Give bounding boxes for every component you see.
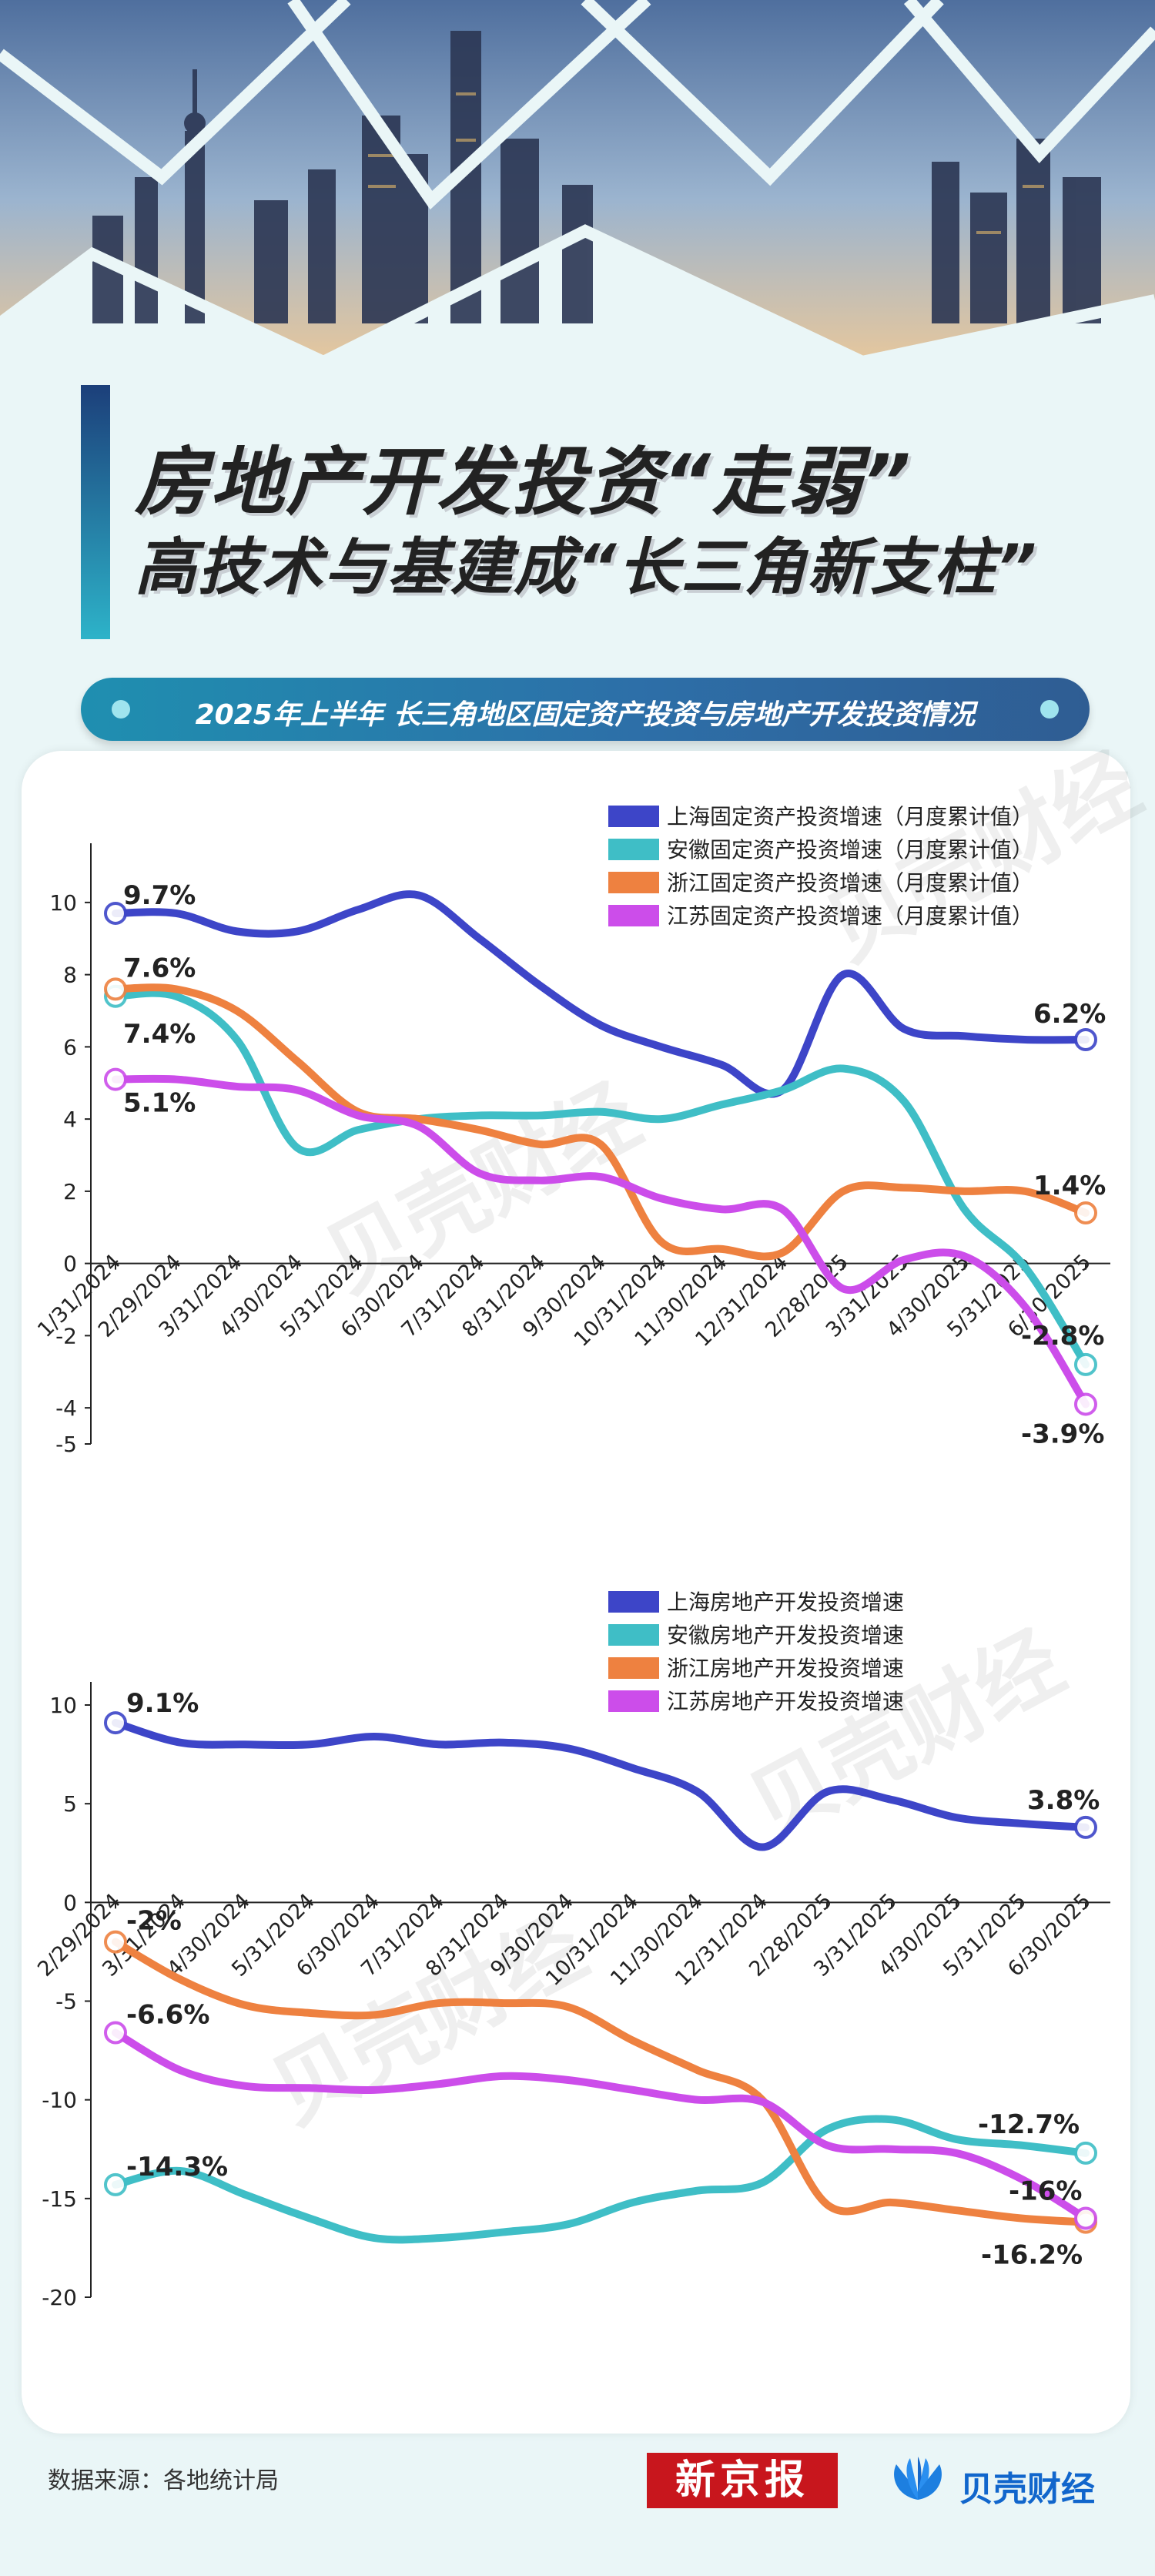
beike-caijing-logo: 贝壳财经 xyxy=(887,2454,1118,2509)
series-line xyxy=(112,983,1090,1261)
data-label: -14.3% xyxy=(126,2152,228,2182)
data-label: 7.6% xyxy=(123,953,196,983)
data-label: 9.7% xyxy=(123,880,196,911)
series-line xyxy=(112,2028,1090,2223)
endpoint-marker xyxy=(104,1067,127,1091)
endpoint-marker xyxy=(1074,1392,1097,1416)
y-tick-label: 0 xyxy=(63,1251,77,1277)
series-line xyxy=(112,890,1090,1098)
y-tick-label: 0 xyxy=(63,1890,77,1915)
data-label: 1.4% xyxy=(1033,1171,1106,1201)
data-label: -2% xyxy=(126,1906,182,1937)
endpoint-marker xyxy=(104,2021,127,2045)
series-line xyxy=(112,2115,1090,2244)
fixed-asset-investment-chart: 贝壳财经贝壳财经1086420-2-4-51/31/20242/29/20243… xyxy=(33,734,1155,1457)
y-tick-label: 2 xyxy=(63,1179,77,1204)
legend-label: 安徽固定资产投资增速（月度累计值） xyxy=(667,837,1033,863)
legend-label: 上海固定资产投资增速（月度累计值） xyxy=(667,804,1033,829)
data-label: 3.8% xyxy=(1027,1785,1100,1816)
page-title-line2: 高技术与基建成“长三角新支柱” xyxy=(135,531,1039,603)
legend-swatch xyxy=(608,1624,659,1646)
data-label: 6.2% xyxy=(1033,999,1106,1030)
shell-icon xyxy=(894,2457,942,2500)
endpoint-marker xyxy=(1074,1352,1097,1376)
legend-label: 浙江固定资产投资增速（月度累计值） xyxy=(667,870,1033,896)
y-tick-label: -5 xyxy=(55,1432,77,1457)
series-line xyxy=(112,989,1090,1368)
data-label: -6.6% xyxy=(126,2000,209,2031)
endpoint-marker xyxy=(1074,2141,1097,2165)
legend-label: 浙江房地产开发投资增速 xyxy=(667,1656,904,1681)
legend-label: 上海房地产开发投资增速 xyxy=(667,1589,904,1615)
y-tick-label: 4 xyxy=(63,1107,77,1132)
subtitle-text: 2025年上半年 长三角地区固定资产投资与房地产开发投资情况 xyxy=(195,699,976,731)
data-label: -3.9% xyxy=(1021,1419,1104,1449)
subtitle-banner: 2025年上半年 长三角地区固定资产投资与房地产开发投资情况 xyxy=(81,678,1090,741)
endpoint-marker xyxy=(1074,1201,1097,1224)
data-label: -12.7% xyxy=(978,2109,1080,2140)
legend-swatch xyxy=(608,1690,659,1712)
endpoint-marker xyxy=(104,1930,127,1954)
subtitle-dot-left xyxy=(112,700,130,719)
y-tick-label: -15 xyxy=(42,2186,77,2212)
legend-label: 安徽房地产开发投资增速 xyxy=(667,1623,904,1648)
y-tick-label: 5 xyxy=(63,1791,77,1817)
data-label: -2.8% xyxy=(1021,1321,1104,1352)
y-tick-label: -2 xyxy=(55,1323,77,1348)
hero-skyline-banner xyxy=(0,0,1155,362)
endpoint-marker xyxy=(104,1711,127,1735)
data-label: -16.2% xyxy=(981,2240,1083,2271)
series-line xyxy=(112,1074,1090,1409)
endpoint-marker xyxy=(1074,1028,1097,1051)
endpoint-marker xyxy=(1074,2206,1097,2230)
y-tick-label: -4 xyxy=(55,1395,77,1421)
data-label: 7.4% xyxy=(123,1019,196,1050)
legend-label: 江苏固定资产投资增速（月度累计值） xyxy=(667,903,1033,929)
endpoint-marker xyxy=(1074,1815,1097,1839)
data-label: -16% xyxy=(1009,2176,1083,2206)
beike-caijing-text: 贝壳财经 xyxy=(959,2470,1095,2509)
subtitle-dot-right xyxy=(1040,700,1059,719)
xinjingbao-logo: 新京报 xyxy=(647,2453,838,2508)
legend-swatch xyxy=(608,839,659,860)
data-source-note: 数据来源：各地统计局 xyxy=(48,2467,279,2494)
y-tick-label: -5 xyxy=(55,1989,77,2015)
y-tick-label: 6 xyxy=(63,1034,77,1060)
y-tick-label: 8 xyxy=(63,963,77,988)
legend-swatch xyxy=(608,905,659,926)
data-label: 5.1% xyxy=(123,1088,196,1119)
legend-swatch xyxy=(608,1591,659,1613)
legend-swatch xyxy=(608,806,659,827)
data-label: 9.1% xyxy=(126,1688,199,1719)
legend-swatch xyxy=(608,872,659,893)
y-tick-label: 10 xyxy=(49,1693,77,1718)
y-tick-label: -20 xyxy=(42,2285,77,2310)
real-estate-investment-chart: 贝壳财经贝壳财经1050-5-10-15-202/29/20243/31/202… xyxy=(33,1589,1110,2310)
title-accent-bar xyxy=(81,385,110,639)
endpoint-marker xyxy=(104,901,127,925)
y-tick-label: -10 xyxy=(42,2088,77,2113)
y-tick-label: 10 xyxy=(49,890,77,916)
legend-swatch xyxy=(608,1657,659,1679)
page-title-line1: 房地产开发投资“走弱” xyxy=(135,439,912,525)
series-line xyxy=(112,1719,1090,1851)
series-line xyxy=(112,1938,1090,2226)
legend-label: 江苏房地产开发投资增速 xyxy=(667,1689,904,1714)
endpoint-marker xyxy=(104,977,127,1001)
endpoint-marker xyxy=(104,2172,127,2196)
